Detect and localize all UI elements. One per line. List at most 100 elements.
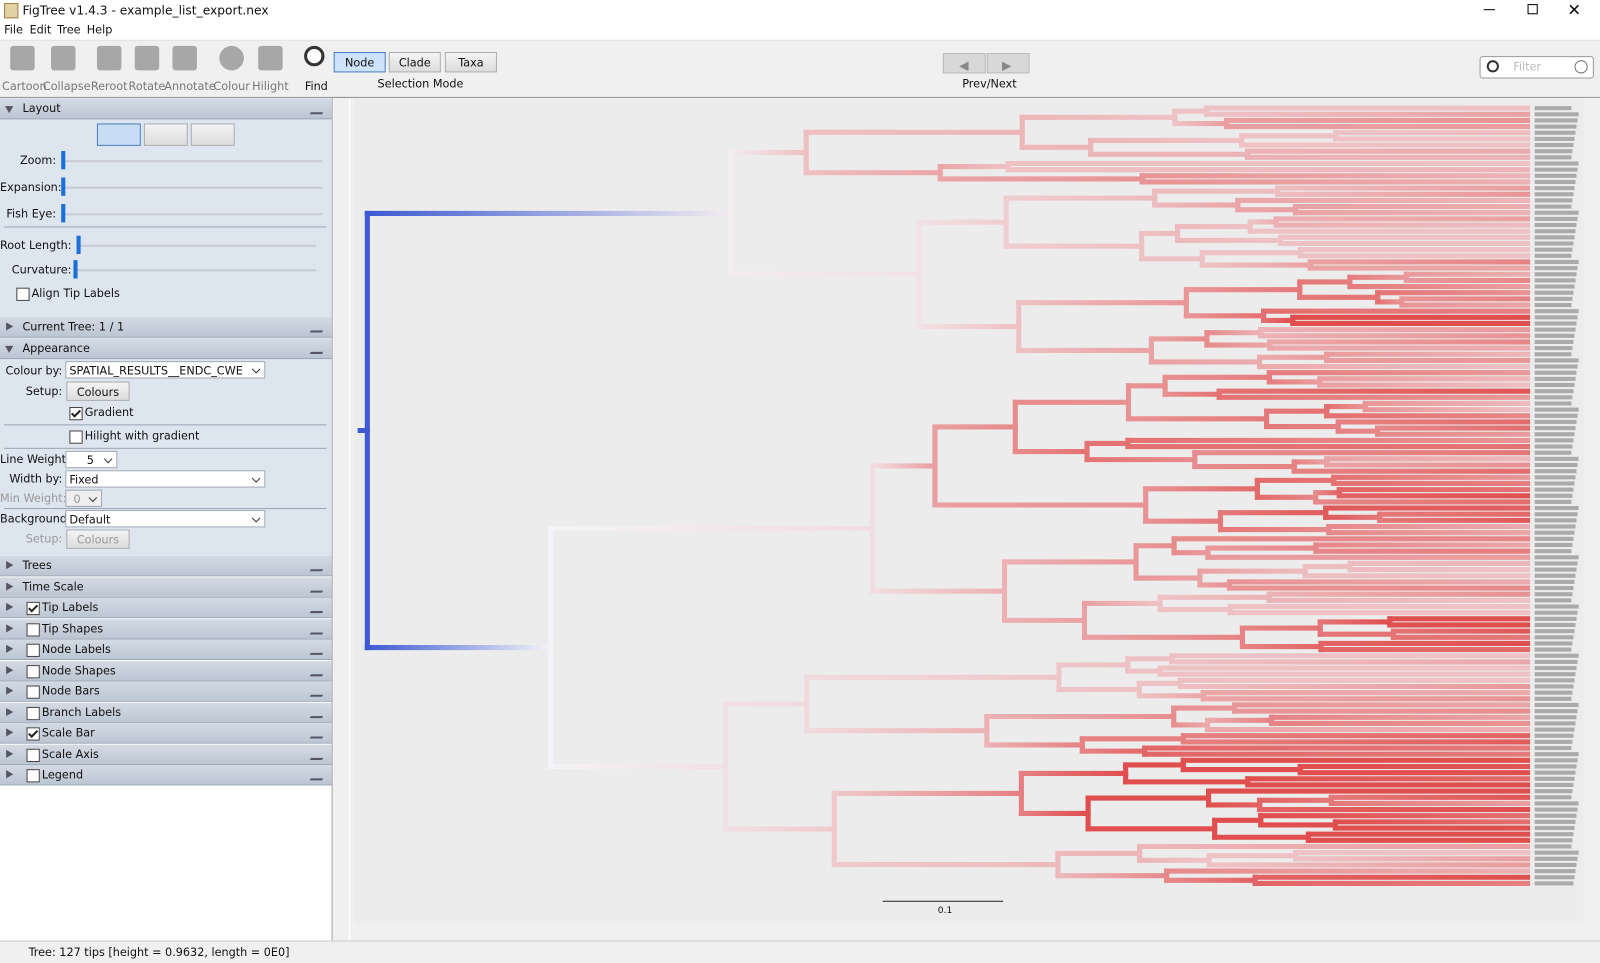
section-header[interactable]: Branch Labels (0, 702, 332, 723)
selection-mode-button[interactable]: Taxa (444, 52, 497, 73)
tip-label[interactable] (1534, 690, 1573, 695)
tip-label[interactable] (1534, 616, 1577, 621)
tip-label[interactable] (1534, 567, 1577, 572)
tip-label[interactable] (1534, 813, 1577, 818)
tip-label[interactable] (1534, 290, 1574, 295)
tip-label[interactable] (1534, 524, 1576, 529)
tip-label[interactable] (1534, 469, 1577, 474)
tip-label[interactable] (1534, 647, 1572, 652)
tip-label[interactable] (1534, 561, 1578, 566)
tip-label[interactable] (1534, 499, 1572, 504)
clear-filter[interactable] (1574, 60, 1588, 74)
tip-label[interactable] (1534, 869, 1576, 874)
tree-hscrollbar[interactable] (354, 924, 1584, 941)
tip-label[interactable] (1534, 352, 1572, 357)
tip-label[interactable] (1534, 426, 1576, 431)
tip-label[interactable] (1534, 438, 1574, 443)
tip-label[interactable] (1534, 666, 1577, 671)
tip-label[interactable] (1534, 850, 1579, 855)
menu-item[interactable]: Tree (57, 23, 81, 37)
tip-label[interactable] (1534, 881, 1574, 886)
section-header[interactable]: Trees (0, 555, 332, 577)
layout-header[interactable]: Layout (0, 98, 332, 120)
width-by-combo[interactable]: Fixed (65, 470, 266, 488)
tip-label[interactable] (1534, 278, 1576, 283)
tool-button[interactable]: Annotate (164, 43, 216, 94)
checkbox[interactable] (26, 706, 40, 720)
tip-label[interactable] (1534, 672, 1576, 677)
section-header[interactable]: Tip Shapes (0, 618, 332, 640)
tip-label[interactable] (1534, 598, 1572, 603)
tip-label[interactable] (1534, 838, 1573, 843)
tip-label[interactable] (1534, 604, 1579, 609)
tip-label[interactable] (1534, 684, 1574, 689)
tip-label[interactable] (1534, 746, 1572, 751)
tip-label[interactable] (1534, 530, 1575, 535)
tip-label[interactable] (1534, 210, 1579, 215)
tip-label[interactable] (1534, 198, 1573, 203)
tip-label[interactable] (1534, 709, 1578, 714)
next-button[interactable] (986, 53, 1030, 74)
tip-label[interactable] (1534, 819, 1576, 824)
tip-label[interactable] (1534, 875, 1575, 880)
tip-label[interactable] (1534, 733, 1574, 738)
tip-label[interactable] (1534, 696, 1572, 701)
line-weight-spinner[interactable]: 5 (65, 450, 118, 469)
tip-label[interactable] (1534, 413, 1578, 418)
tip-label[interactable] (1534, 536, 1574, 541)
tip-label[interactable] (1534, 370, 1577, 375)
tip-label[interactable] (1534, 173, 1577, 178)
tip-label[interactable] (1534, 222, 1577, 228)
tip-label[interactable] (1534, 641, 1573, 646)
tool-button[interactable]: Hilight (250, 43, 291, 94)
rect-layout-button[interactable] (96, 123, 141, 146)
menu-item[interactable]: Edit (29, 23, 52, 37)
tip-label[interactable] (1534, 155, 1572, 160)
tip-label[interactable] (1534, 302, 1572, 308)
tip-label[interactable] (1534, 432, 1575, 437)
appearance-header[interactable]: Appearance (0, 338, 332, 360)
section-header[interactable]: Time Scale (0, 576, 332, 598)
tip-label[interactable] (1534, 776, 1575, 781)
tip-label[interactable] (1534, 216, 1578, 221)
tip-label[interactable] (1534, 610, 1578, 615)
tip-label[interactable] (1534, 186, 1575, 191)
tip-label[interactable] (1534, 450, 1572, 455)
checkbox[interactable] (26, 769, 40, 783)
tip-label[interactable] (1534, 758, 1578, 763)
tip-label[interactable] (1534, 456, 1579, 461)
tip-label[interactable] (1534, 124, 1577, 129)
tip-label[interactable] (1534, 204, 1572, 209)
tip-label[interactable] (1534, 339, 1574, 344)
tip-label[interactable] (1534, 130, 1576, 135)
checkbox[interactable] (26, 727, 40, 741)
tip-label[interactable] (1534, 512, 1578, 517)
tip-label[interactable] (1534, 315, 1578, 320)
tip-label[interactable] (1534, 241, 1574, 246)
colours-button[interactable]: Colours (66, 381, 130, 401)
radial-layout-button[interactable] (190, 123, 235, 146)
tool-button[interactable]: Cartoon (2, 43, 47, 94)
checkbox[interactable] (26, 601, 40, 616)
tip-label[interactable] (1534, 382, 1575, 388)
tip-label[interactable] (1534, 844, 1572, 849)
tip-label[interactable] (1534, 727, 1575, 732)
slider-thumb[interactable] (61, 177, 66, 196)
checkbox[interactable] (16, 287, 30, 301)
tool-button[interactable]: Colour (211, 43, 252, 94)
polar-layout-button[interactable] (143, 123, 188, 146)
tip-label[interactable] (1534, 622, 1576, 628)
tool-button[interactable]: Find (296, 43, 337, 94)
tip-label[interactable] (1534, 592, 1573, 597)
panel-scrollbar[interactable] (332, 97, 349, 941)
tip-label[interactable] (1534, 481, 1575, 486)
tip-label[interactable] (1534, 106, 1572, 111)
tip-label[interactable] (1534, 118, 1578, 123)
tip-label[interactable] (1534, 444, 1573, 449)
tip-label[interactable] (1534, 721, 1576, 726)
tip-label[interactable] (1534, 462, 1578, 468)
tip-label[interactable] (1534, 401, 1572, 406)
tip-label[interactable] (1534, 487, 1574, 492)
tip-label[interactable] (1534, 635, 1574, 640)
selection-mode-button[interactable]: Clade (388, 52, 441, 73)
